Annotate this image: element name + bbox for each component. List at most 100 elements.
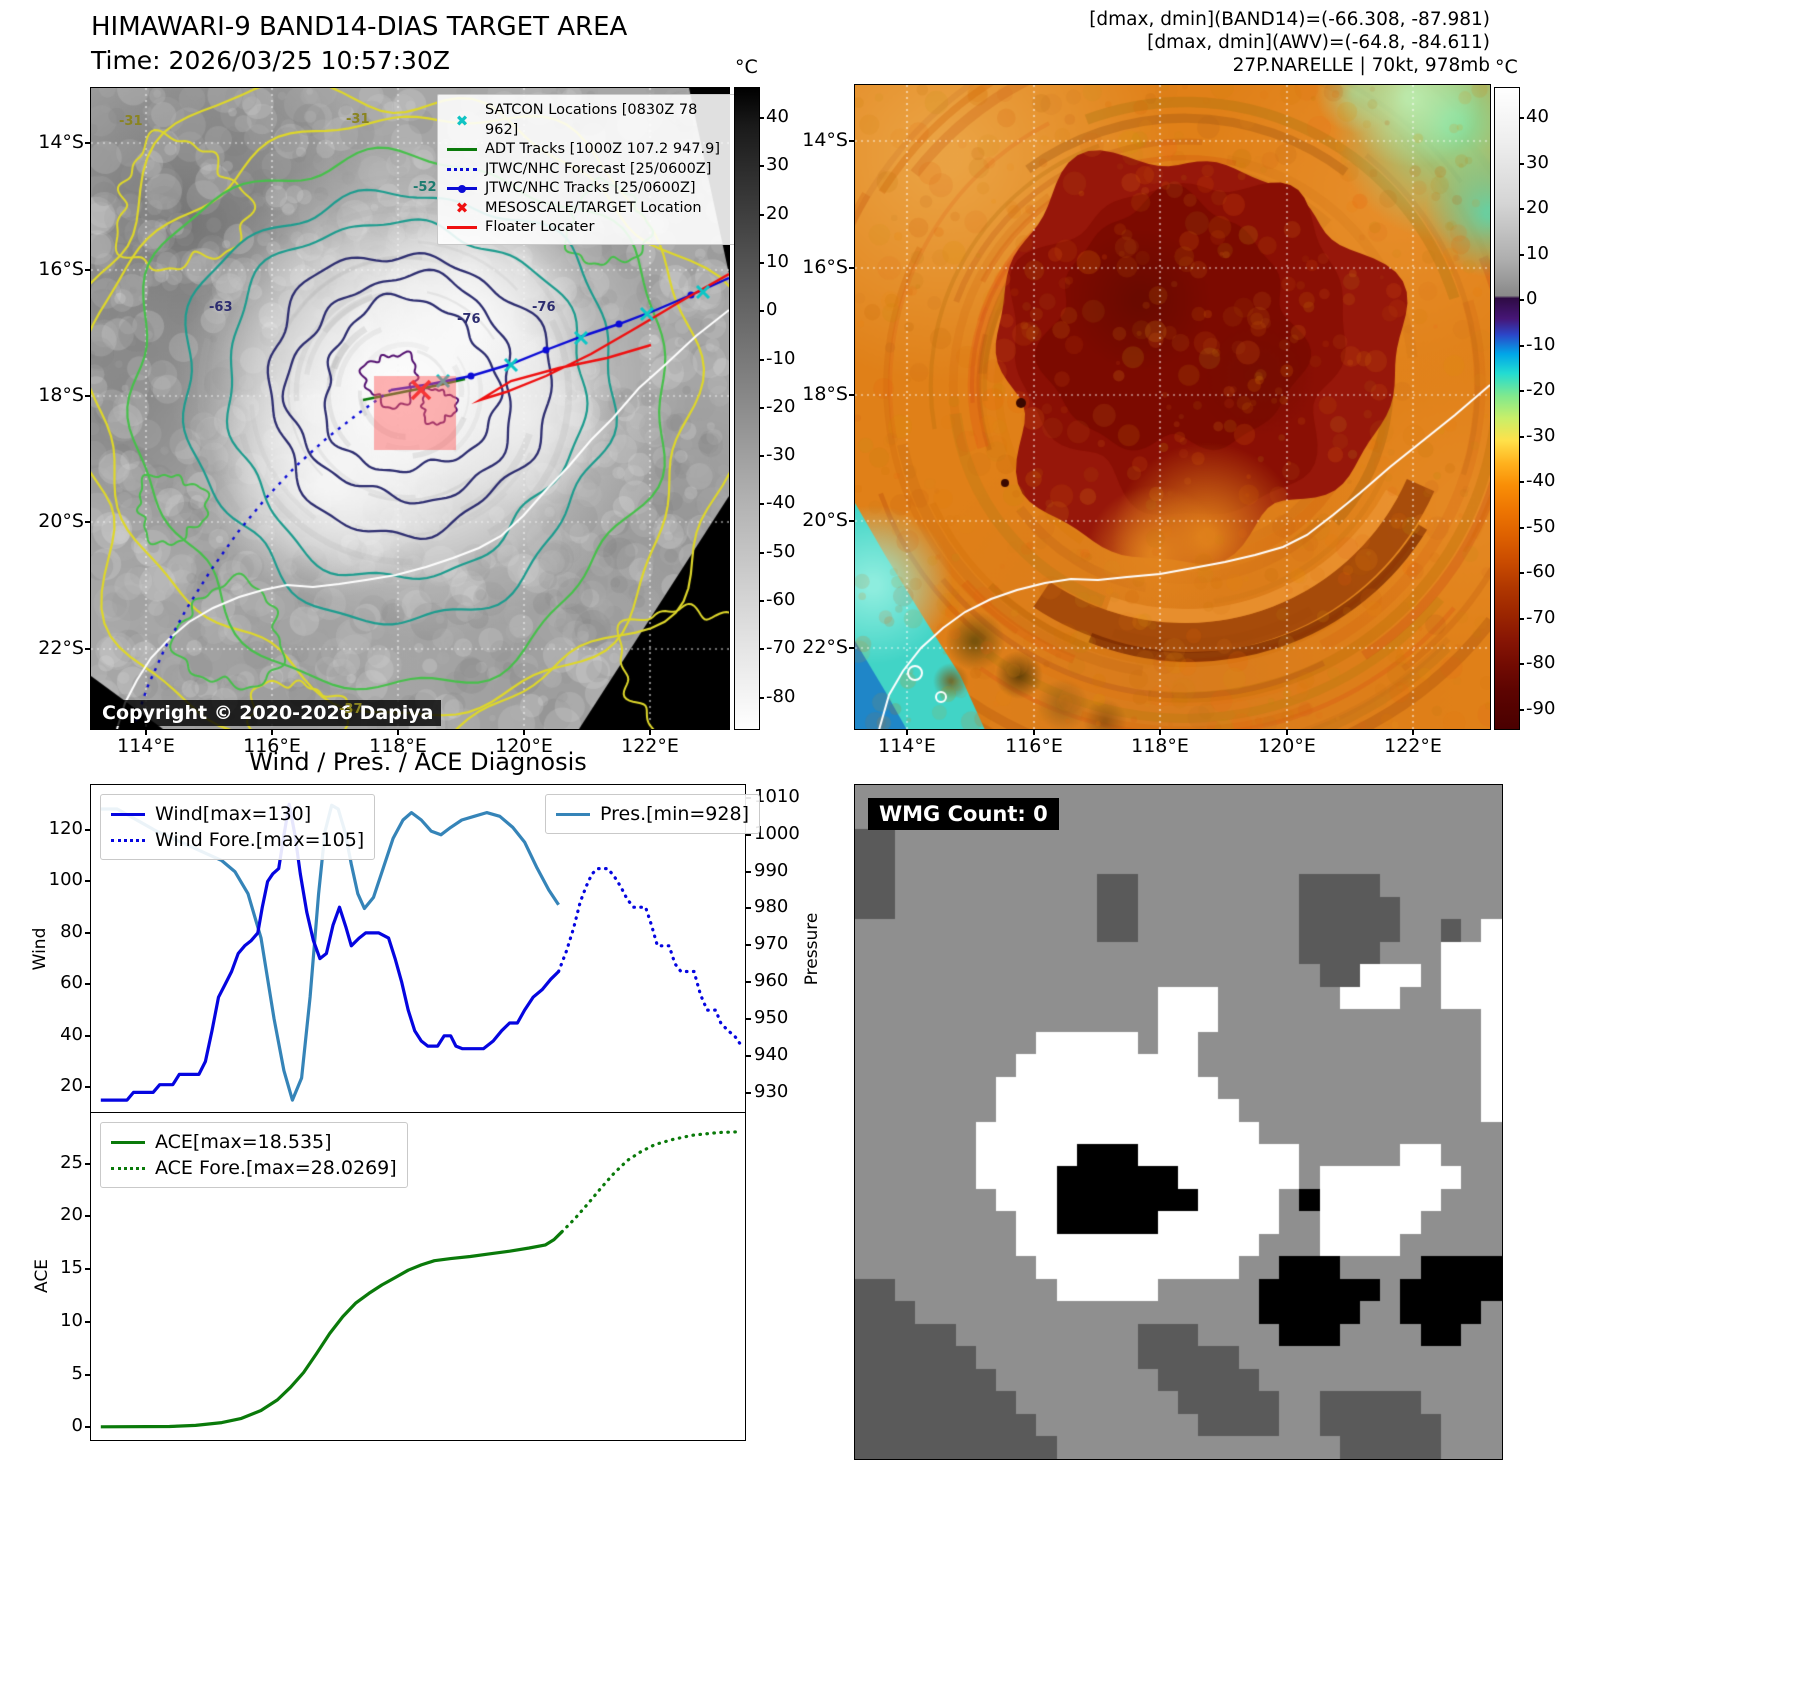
tl-colorbar-tick-label: -50 (766, 540, 796, 562)
tl-y-tick (85, 269, 91, 271)
tl-colorbar-tick-label: 10 (766, 250, 789, 272)
tr-colorbar-tick-label: -20 (1526, 379, 1556, 400)
tl-colorbar-tick-label: -30 (766, 444, 796, 466)
wmg-count-badge: WMG Count: 0 (868, 798, 1059, 830)
tr-colorbar-tick-label: -30 (1526, 424, 1556, 446)
tl-x-tick (523, 729, 525, 735)
wind-tick-label: 80 (60, 920, 83, 942)
storm-name-intensity: 27P.NARELLE | 70kt, 978mb (1232, 55, 1490, 76)
contour-label: -37 (339, 702, 363, 717)
tl-colorbar-tick (759, 503, 764, 506)
ace-tick-label: 20 (60, 1204, 83, 1226)
wmg-map (854, 784, 1503, 1460)
tl-y-tick (85, 521, 91, 523)
tr-y-tick (849, 394, 855, 396)
ACE Fore.[max=28.0269] (560, 1130, 744, 1234)
pressure-tick (745, 1091, 751, 1094)
tr-colorbar-tick-label: 40 (1526, 106, 1549, 127)
contour-label: -76 (532, 300, 556, 315)
adt-line-icon (446, 143, 478, 157)
tr-colorbar-tick (1519, 572, 1524, 574)
ace-tick-label: 0 (71, 1415, 83, 1437)
legend-label: MESOSCALE/TARGET Location (485, 199, 702, 216)
tl-x-tick-label: 120°E (495, 735, 553, 757)
x-marker-glyph: ✖ (455, 199, 469, 218)
colorbar-unit-left: °C (735, 56, 758, 78)
floater-line-icon (446, 221, 478, 235)
tr-colorbar-tick (1519, 253, 1524, 256)
tr-y-tick-label: 22°S (802, 636, 848, 658)
tr-colorbar-tick (1519, 708, 1524, 711)
wind-tick (85, 931, 91, 934)
ace-tick-label: 10 (60, 1309, 83, 1331)
wind-fore-legend-row: Wind Fore.[max=105] (111, 827, 364, 853)
dmax-dmin-band14: [dmax, dmin](BAND14)=(-66.308, -87.981) (1089, 9, 1490, 30)
pressure-tick (745, 944, 751, 947)
pressure-legend-row: Pres.[min=928] (556, 801, 749, 827)
tl-x-tick-label: 122°E (621, 735, 679, 757)
tl-colorbar-tick-label: -20 (766, 395, 796, 417)
wind-tick (85, 1034, 91, 1037)
legend-row-floater: Floater Locater (446, 218, 732, 238)
wmg-canvas (855, 785, 1502, 1459)
tl-colorbar-tick-label: 20 (766, 202, 789, 224)
tr-colorbar-tick (1519, 117, 1524, 119)
wind-tick-label: 120 (48, 818, 83, 840)
tr-x-tick-label: 122°E (1384, 735, 1442, 757)
tl-y-tick-label: 20°S (38, 510, 84, 532)
contour-label: -52 (413, 180, 437, 195)
ace-fore-legend-row: ACE Fore.[max=28.0269] (111, 1155, 397, 1181)
tr-colorbar-tick (1519, 481, 1524, 483)
pressure-tick (745, 833, 751, 836)
tl-colorbar-tick (759, 117, 764, 119)
tr-colorbar-tick-label: -40 (1526, 470, 1556, 491)
ace-tick (85, 1320, 91, 1323)
tr-x-tick (1033, 729, 1035, 735)
contour-label: -31 (346, 112, 370, 127)
legend-row-mesoscale: ✖ MESOSCALE/TARGET Location (446, 199, 732, 219)
pressure-line-icon (556, 812, 590, 817)
dmax-dmin-awv: [dmax, dmin](AWV)=(-64.8, -84.611) (1147, 32, 1490, 53)
Wind[max=130] (100, 802, 560, 1102)
tl-x-tick (649, 729, 651, 735)
pressure-tick-label: 990 (754, 859, 789, 881)
tl-colorbar-tick-label: 30 (766, 154, 789, 176)
wind-tick (85, 983, 91, 986)
tl-y-tick (85, 142, 91, 144)
pressure-tick-label: 980 (754, 896, 789, 918)
wind-pressure-chart (90, 784, 746, 1114)
pressure-tick (745, 981, 751, 984)
tr-colorbar-tick-label: 0 (1526, 288, 1538, 309)
colorbar-unit-right: °C (1495, 56, 1518, 78)
ace-tick-label: 25 (60, 1151, 83, 1173)
awv-satellite-map (854, 84, 1491, 730)
tr-y-tick-label: 18°S (802, 383, 848, 405)
awv-header: [dmax, dmin](BAND14)=(-66.308, -87.981) … (1040, 8, 1490, 77)
tr-x-tick-label: 114°E (878, 735, 936, 757)
tr-colorbar-tick (1519, 162, 1524, 165)
ace-legend-row: ACE[max=18.535] (111, 1129, 397, 1155)
tr-x-tick (1412, 729, 1414, 735)
band14-colorbar (734, 87, 760, 730)
tr-colorbar-tick (1519, 390, 1524, 392)
wind-legend-row: Wind[max=130] (111, 801, 364, 827)
wind-tick (85, 1086, 91, 1089)
tr-colorbar-tick-label: -80 (1526, 652, 1556, 673)
track-line-dot-icon (446, 182, 478, 196)
tl-y-tick-label: 22°S (38, 637, 84, 659)
legend-label: ADT Tracks [1000Z 107.2 947.9] (485, 141, 721, 157)
legend-label: Wind[max=130] (155, 803, 312, 825)
tr-x-tick (906, 729, 908, 735)
legend-label: Floater Locater (485, 219, 595, 235)
tl-colorbar-tick-label: -10 (766, 347, 796, 369)
tr-colorbar-tick-label: 10 (1526, 242, 1549, 264)
wind-line-icon (111, 812, 145, 817)
copyright-badge: Copyright © 2020-2026 Dapiya (94, 700, 442, 726)
tl-colorbar-tick-label: -80 (766, 685, 796, 707)
pressure-tick (745, 907, 751, 910)
contour-label: -31 (119, 114, 143, 129)
wind-axis-label: Wind (30, 927, 50, 971)
tl-colorbar-tick-label: -70 (766, 637, 796, 659)
forecast-dotted-line-icon (446, 162, 478, 176)
